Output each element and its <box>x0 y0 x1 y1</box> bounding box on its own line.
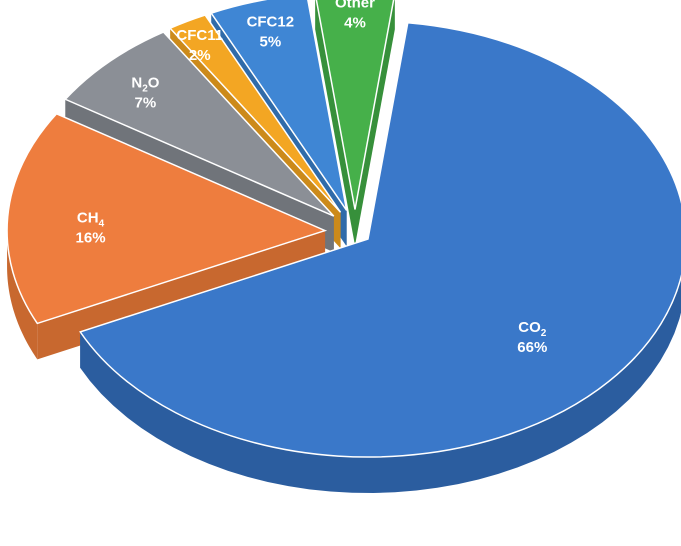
pie-slice-other <box>315 0 395 210</box>
slice-label-n2o: N2O <box>131 75 159 95</box>
pie-slice-cfc11 <box>168 14 342 213</box>
slice-label-cfc11: CFC11 <box>176 27 223 44</box>
pie-slice-wall-other <box>315 0 355 246</box>
pie-slice-co2 <box>79 21 681 458</box>
slice-label-ch4: CH4 <box>77 210 105 230</box>
slice-value-ch4: 16% <box>76 230 106 247</box>
slice-value-n2o: 7% <box>135 95 157 112</box>
slice-label-co2: CO2 <box>518 319 547 339</box>
pie-slice-side-co2 <box>80 276 681 494</box>
pie-slice-n2o <box>64 31 335 217</box>
slice-value-other: 4% <box>344 14 366 31</box>
slice-value-cfc11: 2% <box>189 47 211 64</box>
pie-slice-ch4 <box>6 112 328 325</box>
slice-value-cfc12: 5% <box>259 33 281 50</box>
pie-slice-cfc12 <box>210 0 348 211</box>
slice-value-co2: 66% <box>517 339 547 356</box>
slice-label-other: Other <box>335 0 375 11</box>
slice-label-cfc12: CFC12 <box>247 13 295 30</box>
pie-slice-wall-other <box>355 0 395 246</box>
pie-slice-side-ch4 <box>7 230 38 360</box>
